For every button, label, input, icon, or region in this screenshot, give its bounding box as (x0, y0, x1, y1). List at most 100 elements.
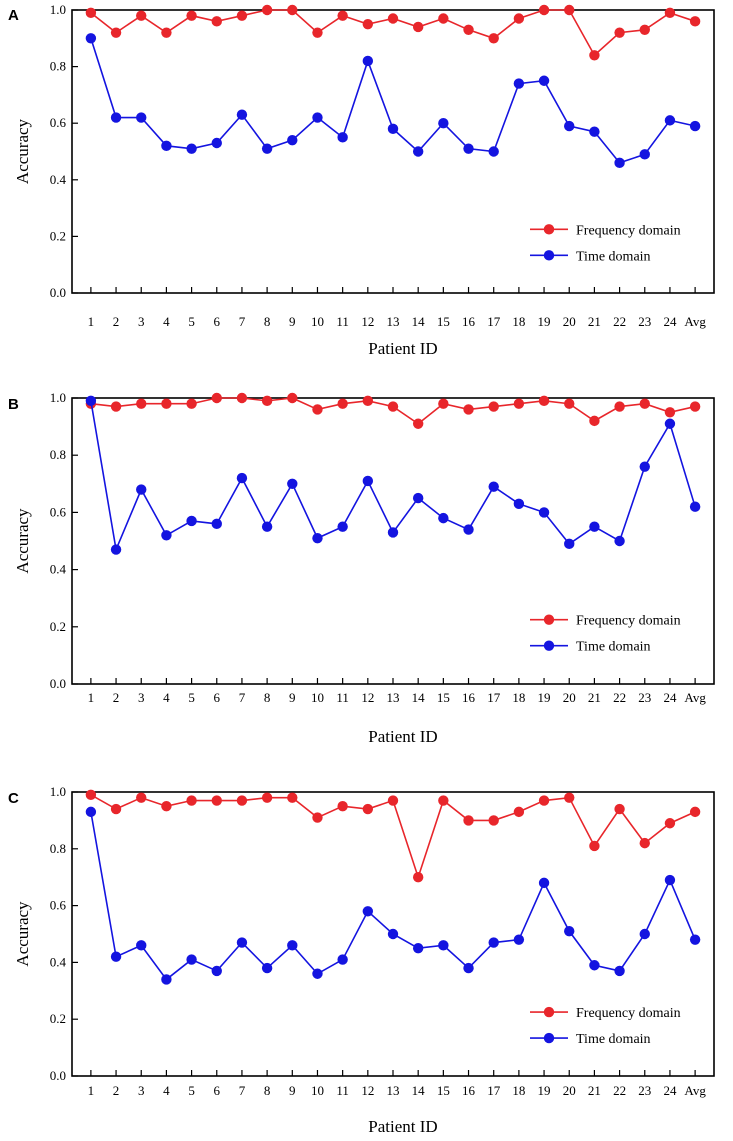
x-tick-label: 11 (336, 314, 349, 329)
x-tick-label: 14 (412, 314, 426, 329)
x-tick-label: 22 (613, 314, 626, 329)
data-point-frequency (136, 792, 147, 803)
data-point-time (161, 974, 172, 985)
data-point-frequency (412, 21, 424, 33)
x-tick-label: 9 (289, 314, 296, 329)
data-point-frequency (488, 401, 499, 412)
panel-letter: B (8, 396, 19, 413)
data-point-frequency (85, 789, 97, 801)
data-point-frequency (287, 4, 298, 16)
x-tick-label: 19 (538, 1083, 551, 1098)
data-point-time (689, 934, 701, 945)
x-tick-label: 17 (487, 314, 501, 329)
x-tick-label: 8 (264, 1083, 271, 1098)
x-tick-label: 4 (163, 314, 170, 329)
data-point-time (362, 475, 374, 487)
data-point-frequency (513, 13, 525, 24)
y-tick-label: 1.0 (50, 390, 66, 405)
x-tick-label: 6 (214, 690, 221, 705)
x-tick-label: 4 (163, 690, 170, 705)
data-point-time (161, 530, 172, 541)
x-tick-label: 12 (361, 690, 374, 705)
y-tick-label: 0.0 (50, 676, 66, 691)
x-tick-label: 21 (588, 690, 601, 705)
legend-marker (543, 224, 555, 235)
data-point-frequency (161, 398, 172, 409)
data-point-time (387, 527, 399, 538)
data-point-frequency (589, 50, 600, 61)
data-point-time (488, 937, 499, 948)
x-tick-label: 11 (336, 1083, 349, 1098)
data-point-time (236, 937, 248, 948)
x-tick-label: 19 (538, 690, 551, 705)
data-point-time (362, 906, 374, 917)
data-point-frequency (161, 27, 172, 38)
x-tick-label: Avg (684, 1083, 706, 1098)
y-tick-label: 0.2 (50, 1011, 66, 1026)
y-tick-label: 0.8 (50, 841, 66, 856)
data-point-time (689, 120, 701, 132)
data-point-frequency (538, 395, 550, 407)
data-point-time (387, 928, 399, 940)
data-point-frequency (589, 840, 600, 852)
data-point-frequency (438, 398, 449, 409)
legend-marker (543, 1006, 555, 1018)
data-point-frequency (564, 792, 575, 803)
data-point-time (463, 962, 474, 974)
chart-panel-c: C0.00.20.40.60.81.01 2 3 4 5 6 7 8 9 10 11 12 13 14 15… (8, 784, 715, 1136)
x-tick-label: 1 (88, 1083, 95, 1098)
data-point-time (85, 806, 97, 818)
legend-label: Frequency domain (576, 614, 681, 629)
data-point-time (136, 940, 147, 951)
legend-item-time: Time domain (530, 1032, 651, 1047)
data-point-time (312, 532, 323, 544)
data-point-frequency (211, 795, 222, 806)
data-point-time (85, 395, 97, 407)
data-point-time (211, 137, 222, 149)
x-tick-label: 4 (163, 1083, 170, 1098)
data-point-time (639, 928, 650, 940)
legend-label: Frequency domain (576, 1006, 681, 1021)
x-axis-title: Patient ID (368, 727, 437, 746)
x-axis-title: Patient ID (368, 1117, 437, 1136)
data-point-frequency (664, 818, 676, 829)
x-tick-label: Avg (684, 690, 706, 705)
x-tick-label: 14 (412, 690, 426, 705)
x-tick-label: 1 (88, 314, 95, 329)
data-point-time (312, 112, 323, 123)
panel-letter: A (8, 7, 19, 24)
data-point-time (110, 544, 122, 555)
data-point-time (312, 968, 323, 979)
x-tick-label: Avg (684, 314, 706, 329)
data-point-time (488, 146, 499, 157)
legend-label: Time domain (576, 249, 651, 264)
x-tick-label: 14 (412, 1083, 426, 1098)
series-line-frequency (90, 794, 696, 880)
data-point-frequency (85, 7, 97, 19)
legend-marker (543, 640, 555, 651)
data-point-frequency (639, 24, 650, 36)
legend-label: Frequency domain (576, 223, 681, 238)
data-point-time (412, 146, 424, 157)
data-point-time (538, 507, 550, 518)
x-tick-label: 12 (361, 1083, 374, 1098)
data-point-frequency (387, 401, 399, 412)
data-point-frequency (614, 803, 625, 815)
data-point-time (412, 492, 424, 504)
data-point-time (337, 521, 348, 532)
legend-item-frequency: Frequency domain (530, 1006, 681, 1021)
panel-letter: C (8, 790, 19, 807)
data-point-time (438, 118, 449, 129)
x-tick-label: 2 (113, 690, 120, 705)
data-point-frequency (337, 398, 348, 409)
data-point-time (261, 521, 273, 532)
data-point-time (211, 965, 222, 977)
x-tick-label: 18 (512, 1083, 525, 1098)
x-tick-label: 24 (663, 1083, 677, 1098)
y-tick-label: 0.6 (50, 115, 67, 130)
y-tick-label: 1.0 (50, 784, 66, 799)
x-tick-label: 24 (663, 690, 677, 705)
x-tick-label: 3 (138, 690, 145, 705)
data-point-frequency (488, 33, 499, 44)
legend-marker (543, 250, 555, 261)
